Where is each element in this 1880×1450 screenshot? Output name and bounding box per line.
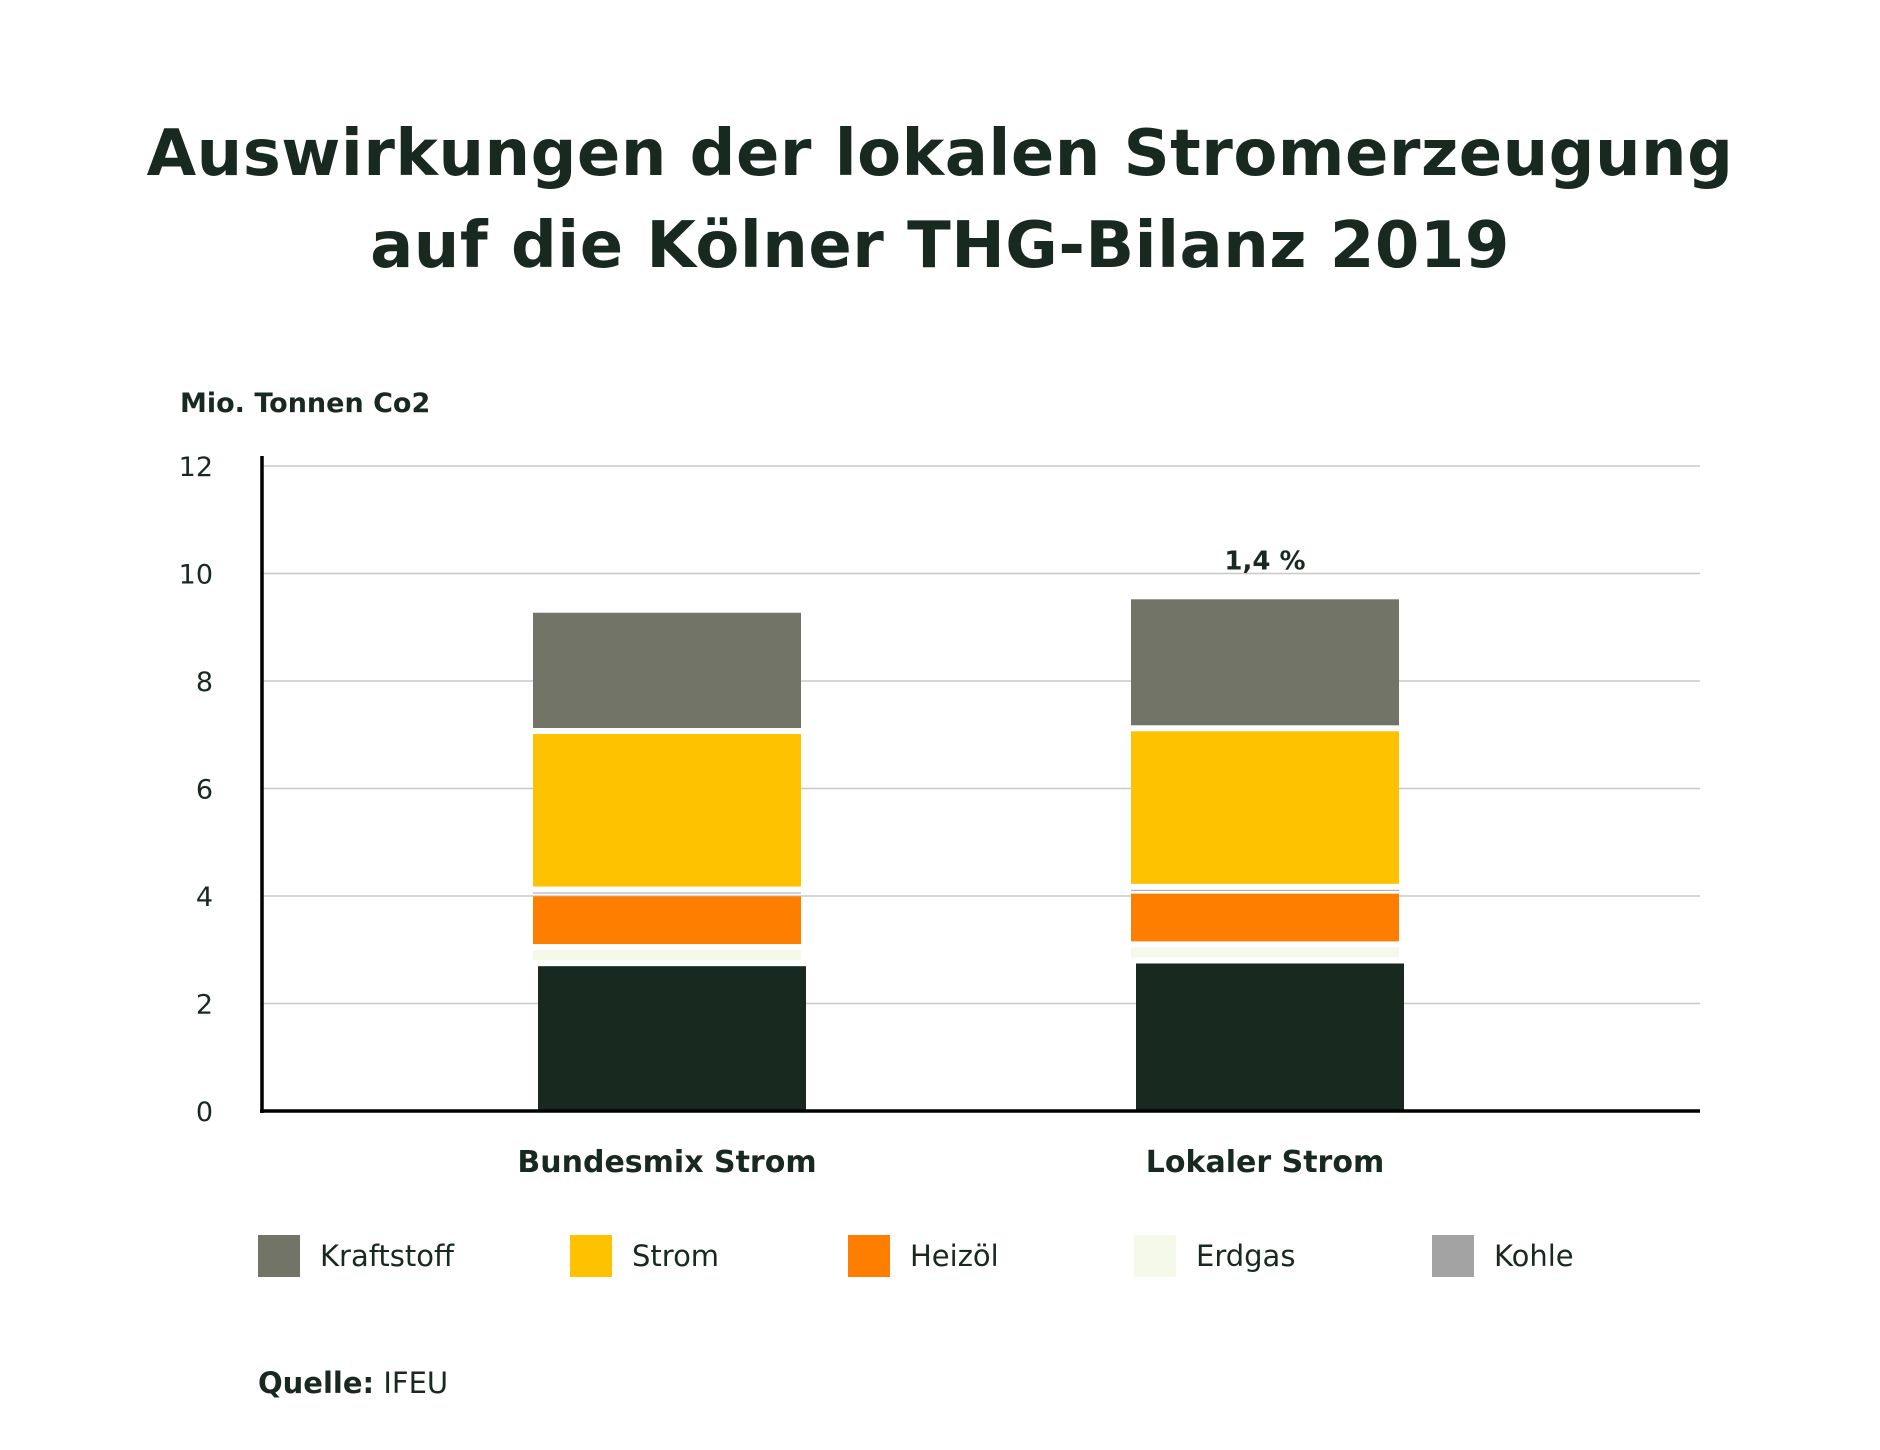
source-value: IFEU — [383, 1366, 449, 1400]
legend-swatch-3 — [848, 1235, 890, 1277]
bar-segment-kraftstoff-2 — [1131, 599, 1399, 726]
source-note: Quelle: IFEU — [258, 1366, 448, 1400]
bar-segment-kohle-2 — [1131, 889, 1399, 891]
legend-label-5: Kohle — [1494, 1239, 1574, 1273]
y-tick-label-6: 6 — [196, 775, 213, 806]
legend-item-1: Kraftstoff — [258, 1234, 454, 1278]
legend-item-2: Strom — [570, 1234, 719, 1278]
legend-label-2: Strom — [632, 1239, 720, 1273]
bar-segment-strom-2 — [1131, 731, 1399, 884]
y-axis-label: Mio. Tonnen Co2 — [180, 388, 431, 419]
legend-label-4: Erdgas — [1196, 1239, 1296, 1273]
bar-segment-base-2 — [1136, 963, 1404, 1111]
chart-title-line-2: auf die Kölner THG-Bilanz 2019 — [370, 209, 1510, 283]
y-tick-label-8: 8 — [196, 667, 213, 698]
y-tick-label-0: 0 — [196, 1097, 213, 1128]
legend-label-1: Kraftstoff — [320, 1239, 454, 1273]
chart-title-line-1: Auswirkungen der lokalen Stromerzeugung — [146, 117, 1734, 191]
bar-segment-heizöl-1 — [533, 896, 801, 945]
legend-label-3: Heizöl — [910, 1239, 999, 1273]
legend-swatch-4 — [1134, 1235, 1176, 1277]
y-tick-label-4: 4 — [196, 882, 213, 913]
legend-swatch-5 — [1432, 1235, 1474, 1277]
legend-swatch-2 — [570, 1235, 612, 1277]
bar-segment-erdgas-1 — [533, 950, 801, 961]
bar-segment-kraftstoff-1 — [533, 612, 801, 728]
y-tick-label-12: 12 — [179, 452, 213, 483]
bar-segment-kohle-1 — [533, 892, 801, 894]
bar-segment-base-1 — [538, 966, 806, 1111]
bar-segment-erdgas-2 — [1131, 947, 1399, 958]
y-tick-label-2: 2 — [196, 990, 213, 1021]
x-tick-label-2: Lokaler Strom — [1146, 1145, 1384, 1180]
y-tick-label-10: 10 — [179, 560, 213, 591]
bar-segment-strom-1 — [533, 733, 801, 887]
chart-title: Auswirkungen der lokalen Stromerzeugung … — [0, 108, 1880, 292]
bar-segment-heizöl-2 — [1131, 893, 1399, 942]
legend-item-4: Erdgas — [1134, 1234, 1295, 1278]
bar-annotation-1: 1,4 % — [1224, 546, 1305, 576]
x-tick-label-1: Bundesmix Strom — [517, 1145, 816, 1180]
legend-item-5: Kohle — [1432, 1234, 1574, 1278]
legend-swatch-1 — [258, 1235, 300, 1277]
legend-item-3: Heizöl — [848, 1234, 999, 1278]
source-label: Quelle: — [258, 1366, 375, 1400]
